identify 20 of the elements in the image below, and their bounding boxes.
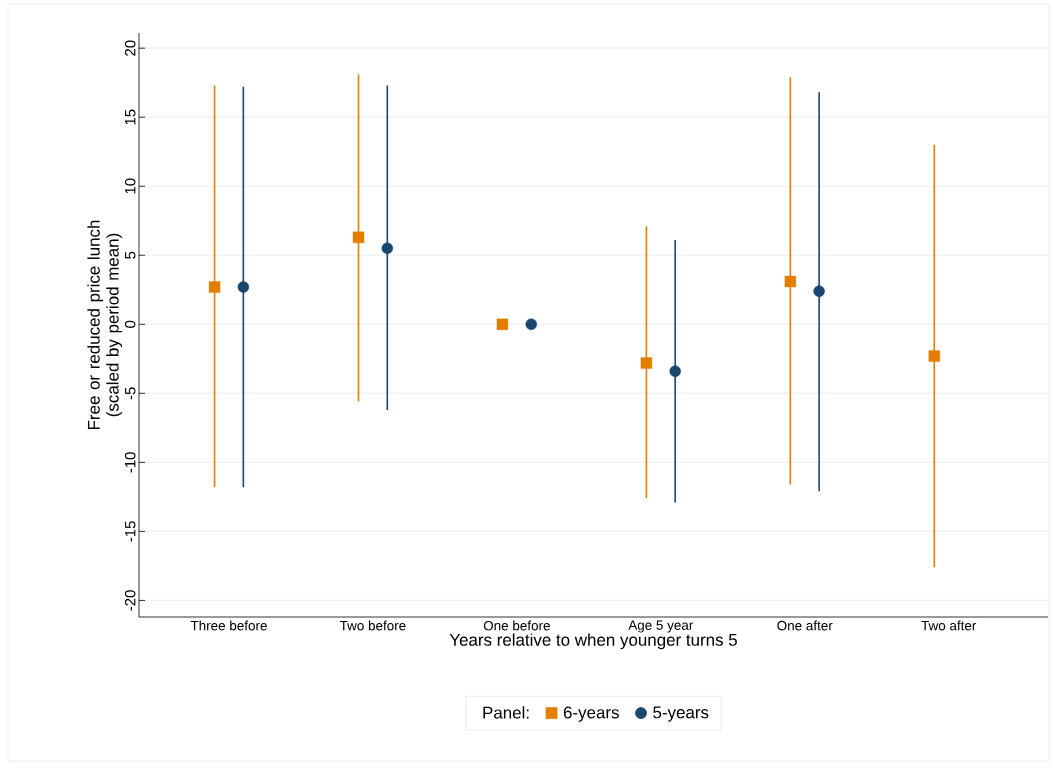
x-tick-label: Two after: [921, 620, 977, 631]
y-tick-label: 15: [125, 109, 136, 125]
x-tick-label: Age 5 year: [628, 620, 694, 633]
legend-label: 6-years: [563, 706, 619, 722]
x-tick-label: One before: [483, 620, 550, 631]
y-tick-label: -10: [124, 452, 136, 473]
x-axis-title: Years relative to when younger turns 5: [449, 633, 737, 650]
y-tick-label: -20: [124, 590, 136, 611]
y-tick-label: 0: [124, 320, 136, 328]
x-tick-label: Two before: [339, 620, 406, 631]
y-tick-label: -15: [125, 521, 136, 542]
legend-label: 5-years: [653, 706, 709, 722]
y-tick-label: 5: [125, 251, 136, 259]
x-tick-label: One after: [777, 620, 833, 631]
legend-title: Panel:: [483, 706, 529, 719]
y-tick-label: 20: [124, 40, 136, 56]
x-tick-label: Three before: [190, 620, 267, 631]
y-tick-label: -5: [125, 387, 136, 400]
y-axis-title: Free or reduced price lunch (scaled by period mean): [87, 220, 123, 430]
y-tick-label: 10: [124, 178, 136, 194]
